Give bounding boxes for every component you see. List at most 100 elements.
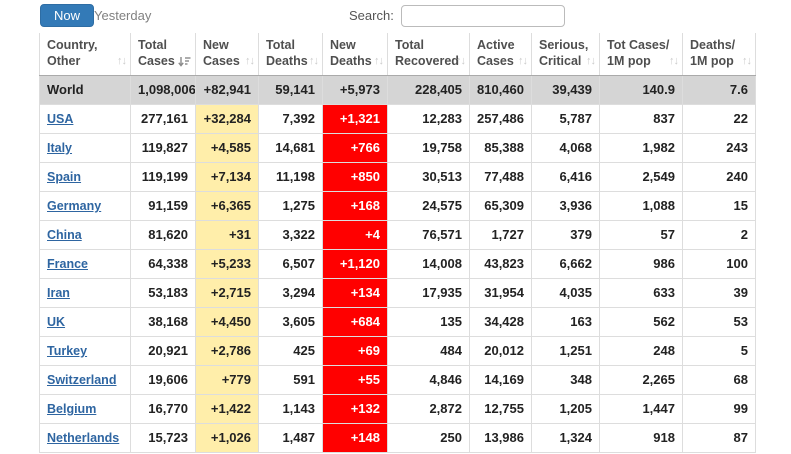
country-link[interactable]: Italy	[47, 141, 73, 155]
cell-country: Netherlands	[39, 422, 131, 453]
cell-tot_cases_1m: 633	[599, 277, 683, 308]
country-link[interactable]: USA	[47, 112, 74, 126]
cell-serious_critical: 163	[531, 306, 600, 337]
now-tab-button[interactable]: Now	[40, 4, 95, 27]
cell-country: Iran	[39, 277, 131, 308]
column-header-serious_critical[interactable]: Serious, Critical ↑↓	[531, 33, 600, 76]
column-header-tot_cases_1m[interactable]: Tot Cases/1M pop ↑↓	[599, 33, 683, 76]
cell-tot_cases_1m: 1,088	[599, 190, 683, 221]
cell-total_recovered: 76,571	[387, 219, 470, 250]
cell-country: Italy	[39, 132, 131, 163]
cell-country: Turkey	[39, 335, 131, 366]
cell-active_cases: 14,169	[469, 364, 532, 395]
cell-serious_critical: 4,068	[531, 132, 600, 163]
cell-total_cases: 20,921	[130, 335, 196, 366]
cell-country: World	[39, 74, 131, 105]
cell-serious_critical: 1,324	[531, 422, 600, 453]
search-label: Search:	[349, 8, 394, 23]
cell-deaths_1m: 53	[682, 306, 756, 337]
cell-deaths_1m: 99	[682, 393, 756, 424]
sort-updown-icon: ↑↓	[742, 54, 752, 67]
country-link[interactable]: Iran	[47, 286, 70, 300]
cell-deaths_1m: 2	[682, 219, 756, 250]
cell-active_cases: 77,488	[469, 161, 532, 192]
cell-total_cases: 15,723	[130, 422, 196, 453]
country-row: Netherlands 15,723 +1,026 1,487 +148 250 13,98…	[39, 422, 756, 453]
cell-total_deaths: 1,143	[258, 393, 323, 424]
cell-new_deaths: +148	[322, 422, 388, 453]
country-link[interactable]: Spain	[47, 170, 82, 184]
cell-country: France	[39, 248, 131, 279]
cell-serious_critical: 6,662	[531, 248, 600, 279]
yesterday-tab-button[interactable]: Yesterday	[88, 4, 157, 27]
cell-new_deaths: +69	[322, 335, 388, 366]
column-header-total_recovered[interactable]: Total Recovered ↑↓	[387, 33, 470, 76]
cell-total_recovered: 4,846	[387, 364, 470, 395]
cell-serious_critical: 3,936	[531, 190, 600, 221]
cell-serious_critical: 6,416	[531, 161, 600, 192]
cell-tot_cases_1m: 1,447	[599, 393, 683, 424]
country-link[interactable]: Switzerland	[47, 373, 117, 387]
cell-deaths_1m: 243	[682, 132, 756, 163]
cell-total_cases: 16,770	[130, 393, 196, 424]
cell-serious_critical: 379	[531, 219, 600, 250]
cell-new_deaths: +5,973	[322, 74, 388, 105]
cell-total_deaths: 59,141	[258, 74, 323, 105]
cell-total_recovered: 17,935	[387, 277, 470, 308]
column-header-new_cases[interactable]: New Cases ↑↓	[195, 33, 259, 76]
cell-new_cases: +1,422	[195, 393, 259, 424]
column-header-deaths_1m[interactable]: Deaths/1M pop ↑↓	[682, 33, 756, 76]
column-header-country[interactable]: Country, Other ↑↓	[39, 33, 131, 76]
country-link[interactable]: UK	[47, 315, 66, 329]
cell-new_cases: +4,450	[195, 306, 259, 337]
cell-total_deaths: 1,487	[258, 422, 323, 453]
sort-updown-icon: ↑↓	[456, 54, 466, 67]
cell-tot_cases_1m: 562	[599, 306, 683, 337]
cell-tot_cases_1m: 1,982	[599, 132, 683, 163]
country-link[interactable]: Turkey	[47, 344, 88, 358]
cell-serious_critical: 39,439	[531, 74, 600, 105]
cell-deaths_1m: 240	[682, 161, 756, 192]
cell-total_cases: 119,827	[130, 132, 196, 163]
cell-active_cases: 13,986	[469, 422, 532, 453]
cell-serious_critical: 4,035	[531, 277, 600, 308]
cell-country: Belgium	[39, 393, 131, 424]
cell-new_deaths: +4	[322, 219, 388, 250]
cell-new_cases: +779	[195, 364, 259, 395]
cell-new_deaths: +850	[322, 161, 388, 192]
column-header-total_deaths[interactable]: Total Deaths ↑↓	[258, 33, 323, 76]
column-header-active_cases[interactable]: Active Cases ↑↓	[469, 33, 532, 76]
sort-updown-icon: ↑↓	[374, 54, 384, 67]
cell-new_deaths: +55	[322, 364, 388, 395]
country-link[interactable]: Belgium	[47, 402, 97, 416]
cell-deaths_1m: 5	[682, 335, 756, 366]
cell-deaths_1m: 68	[682, 364, 756, 395]
cell-new_cases: +5,233	[195, 248, 259, 279]
cell-deaths_1m: 22	[682, 103, 756, 134]
country-link[interactable]: Netherlands	[47, 431, 120, 445]
country-link[interactable]: China	[47, 228, 82, 242]
cell-new_deaths: +134	[322, 277, 388, 308]
cell-new_cases: +31	[195, 219, 259, 250]
cell-new_cases: +32,284	[195, 103, 259, 134]
cell-active_cases: 43,823	[469, 248, 532, 279]
search-input[interactable]	[400, 5, 565, 27]
cell-active_cases: 31,954	[469, 277, 532, 308]
cell-deaths_1m: 7.6	[682, 74, 756, 105]
country-link[interactable]: France	[47, 257, 88, 271]
cell-total_cases: 1,098,006	[130, 74, 196, 105]
country-link[interactable]: Germany	[47, 199, 102, 213]
column-header-new_deaths[interactable]: New Deaths ↑↓	[322, 33, 388, 76]
cell-total_recovered: 2,872	[387, 393, 470, 424]
cell-active_cases: 257,486	[469, 103, 532, 134]
cell-total_recovered: 228,405	[387, 74, 470, 105]
column-header-total_cases[interactable]: Total Cases	[130, 33, 196, 76]
country-row: Belgium 16,770 +1,422 1,143 +132 2,872 12,755 1…	[39, 393, 756, 424]
table-header-row: Country, Other ↑↓ Total Cases New Cases ↑↓ Total…	[39, 33, 756, 76]
cell-new_deaths: +132	[322, 393, 388, 424]
country-row: China 81,620 +31 3,322 +4 76,571 1,727 379 57 2	[39, 219, 756, 250]
cell-total_recovered: 14,008	[387, 248, 470, 279]
cell-total_cases: 38,168	[130, 306, 196, 337]
cell-tot_cases_1m: 248	[599, 335, 683, 366]
cell-country: Spain	[39, 161, 131, 192]
